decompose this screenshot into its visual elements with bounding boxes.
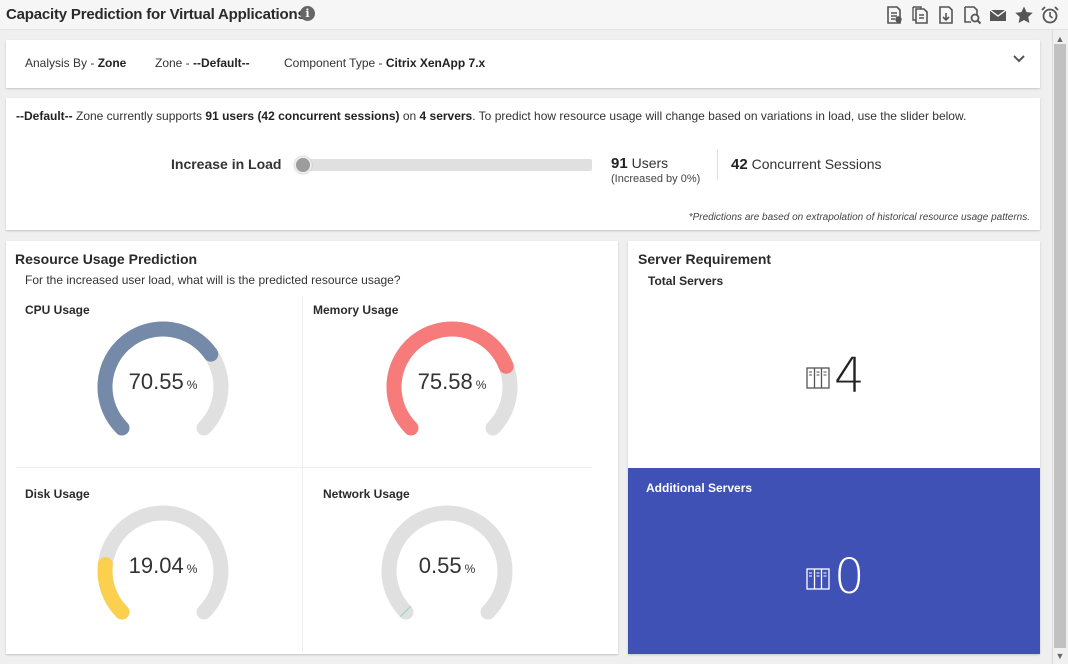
gauge-fill <box>97 557 130 620</box>
summary-text: --Default-- Zone currently supports 91 u… <box>16 109 966 123</box>
filter-analysis-by[interactable]: Analysis By - Zone <box>25 56 126 70</box>
copy-report-icon[interactable] <box>910 5 930 25</box>
summary-zone: --Default-- <box>16 109 73 123</box>
memory-usage-label: Memory Usage <box>313 303 399 317</box>
filter-label: Component Type - <box>284 56 386 70</box>
disk-usage-gauge: 19.04% <box>93 501 233 641</box>
server-requirement-panel: Server Requirement Total Servers 4 Addit… <box>628 241 1040 654</box>
gauge-number: 0.55 <box>418 553 462 578</box>
sessions-count-value: 42 <box>731 156 748 173</box>
filter-label: Analysis By - <box>25 56 98 70</box>
cpu-usage-gauge: 70.55% <box>93 317 233 457</box>
summary-servers: 4 servers <box>419 109 473 123</box>
users-count: 91 Users <box>611 155 668 172</box>
disk-usage-value: 19.04% <box>93 553 233 579</box>
filter-value: Citrix XenApp 7.x <box>385 56 486 70</box>
mail-icon[interactable] <box>988 5 1008 25</box>
summary-fragment: Zone currently supports <box>72 109 206 123</box>
gauge-number: 70.55 <box>128 369 184 394</box>
additional-servers-label: Additional Servers <box>646 481 753 495</box>
resource-panel-title: Resource Usage Prediction <box>15 251 198 267</box>
sessions-count-label: Concurrent Sessions <box>747 156 882 172</box>
gauge-unit: % <box>186 562 198 576</box>
summary-users: 91 users <box>205 109 255 123</box>
export-icon[interactable] <box>936 5 956 25</box>
gauge-number: 75.58 <box>417 369 473 394</box>
summary-fragment: on <box>399 109 420 123</box>
prediction-footnote: *Predictions are based on extrapolation … <box>688 212 1030 223</box>
search-report-icon[interactable] <box>962 5 982 25</box>
filter-label: Zone - <box>155 56 194 70</box>
divider <box>16 467 592 468</box>
increase-note: (Increased by 0%) <box>611 173 701 185</box>
load-slider-track[interactable] <box>296 159 592 171</box>
cpu-usage-label: CPU Usage <box>25 303 90 317</box>
summary-sessions: (42 concurrent sessions) <box>257 109 400 123</box>
summary-fragment: . To predict how resource usage will cha… <box>472 109 967 123</box>
memory-usage-value: 75.58% <box>382 369 522 395</box>
users-count-value: 91 <box>611 155 628 172</box>
gauge-fill <box>399 605 412 618</box>
gauge-fill <box>386 321 514 436</box>
server-icon <box>805 365 831 391</box>
load-slider-handle[interactable] <box>294 156 312 174</box>
report-icon[interactable] <box>884 5 904 25</box>
gauge-track <box>381 505 513 620</box>
scroll-up-arrow[interactable]: ▲ <box>1055 34 1065 44</box>
gauge-fill <box>97 321 219 436</box>
scrollbar-thumb[interactable] <box>1054 44 1066 648</box>
resource-panel-subtitle: For the increased user load, what will i… <box>25 273 401 287</box>
scroll-down-arrow[interactable]: ▼ <box>1055 651 1065 661</box>
gauge-unit: % <box>464 562 476 576</box>
resource-usage-panel: Resource Usage Prediction For the increa… <box>6 241 618 654</box>
concurrent-sessions: 42 Concurrent Sessions <box>731 156 882 173</box>
total-servers-box: Server Requirement Total Servers 4 <box>628 241 1040 468</box>
disk-usage-label: Disk Usage <box>25 487 90 501</box>
filter-bar: Analysis By - Zone Zone - --Default-- Co… <box>6 40 1040 88</box>
filter-value: Zone <box>97 56 127 70</box>
gauge-number: 19.04 <box>128 553 184 578</box>
gauge-unit: % <box>475 378 487 392</box>
chevron-down-icon[interactable] <box>1012 52 1026 66</box>
network-usage-gauge: 0.55% <box>377 501 517 641</box>
gauge-unit: % <box>186 378 198 392</box>
filter-zone[interactable]: Zone - --Default-- <box>155 56 250 70</box>
additional-servers-box: Additional Servers 0 <box>628 468 1040 654</box>
memory-usage-gauge: 75.58% <box>382 317 522 457</box>
info-icon[interactable]: i <box>300 6 315 21</box>
load-summary-panel: --Default-- Zone currently supports 91 u… <box>6 98 1040 230</box>
server-panel-title: Server Requirement <box>638 251 772 267</box>
total-servers-value: 4 <box>834 348 865 404</box>
divider <box>717 150 718 180</box>
divider <box>302 296 303 652</box>
network-usage-value: 0.55% <box>377 553 517 579</box>
total-servers-label: Total Servers <box>648 274 724 288</box>
server-icon <box>805 566 831 592</box>
page-title: Capacity Prediction for Virtual Applicat… <box>6 6 306 23</box>
filter-component-type[interactable]: Component Type - Citrix XenApp 7.x <box>284 56 485 70</box>
star-icon[interactable] <box>1014 5 1034 25</box>
title-bar: Capacity Prediction for Virtual Applicat… <box>0 0 1068 30</box>
cpu-usage-value: 70.55% <box>93 369 233 395</box>
additional-servers-value: 0 <box>834 549 865 605</box>
alarm-icon[interactable] <box>1040 5 1060 25</box>
filter-value: --Default-- <box>193 56 250 70</box>
users-count-label: Users <box>627 155 669 171</box>
network-usage-label: Network Usage <box>323 487 410 501</box>
load-slider-label: Increase in Load <box>171 156 282 172</box>
